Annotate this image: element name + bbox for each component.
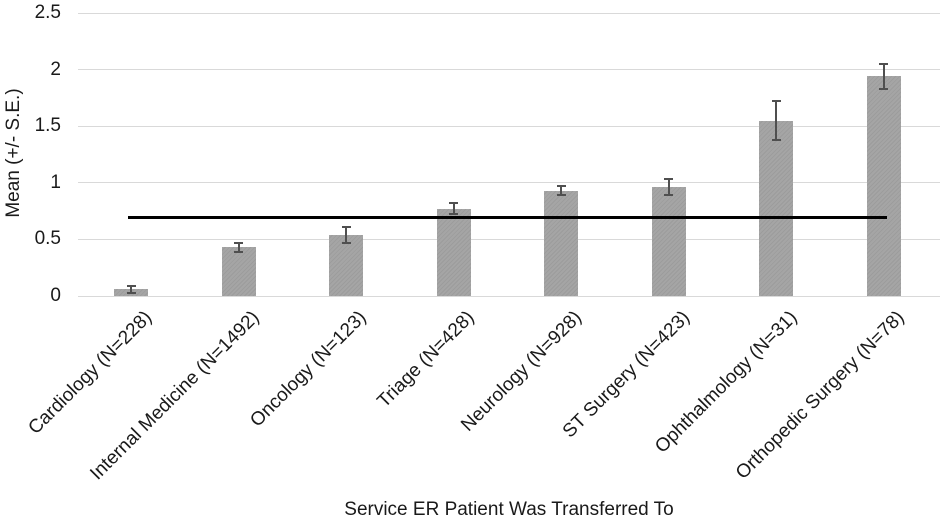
y-tick-label: 2.5 xyxy=(34,2,61,23)
x-axis-title: Service ER Patient Was Transferred To xyxy=(344,499,674,520)
error-bar-cap-bottom xyxy=(341,241,351,244)
error-bar xyxy=(237,242,240,252)
y-tick-label: 2 xyxy=(50,58,61,80)
error-bar-cap-top xyxy=(341,225,351,228)
bar xyxy=(866,76,901,296)
bar xyxy=(759,120,794,296)
bar xyxy=(544,190,579,296)
error-bar xyxy=(345,226,348,243)
y-tick-label: 1.5 xyxy=(34,115,61,137)
gridline xyxy=(78,69,940,71)
error-bar-cap-top xyxy=(556,185,566,188)
bar xyxy=(329,234,364,296)
x-axis-line xyxy=(78,295,940,297)
error-bar xyxy=(882,63,885,89)
error-bar-cap-bottom xyxy=(879,87,889,90)
y-tick-label: 0.5 xyxy=(34,228,61,250)
error-bar-cap-bottom xyxy=(449,213,459,216)
error-bar-cap-top xyxy=(771,100,781,103)
bar xyxy=(651,187,686,296)
error-bar-cap-top xyxy=(234,241,244,244)
gridline xyxy=(78,182,940,184)
error-bar xyxy=(560,186,563,196)
error-bar-cap-bottom xyxy=(664,194,674,197)
gridline xyxy=(78,125,940,127)
error-bar-cap-bottom xyxy=(126,291,136,294)
reference-line xyxy=(128,216,887,220)
y-tick-label: 1 xyxy=(50,171,61,193)
y-tick-label: 0 xyxy=(50,285,61,306)
error-bar-cap-top xyxy=(126,284,136,287)
error-bar xyxy=(775,101,778,140)
error-bar xyxy=(452,203,455,215)
y-axis-title: Mean (+/- S.E.) xyxy=(3,88,24,218)
gridline xyxy=(78,12,940,14)
error-bar xyxy=(667,179,670,196)
error-bar-cap-bottom xyxy=(771,138,781,141)
error-bar-cap-bottom xyxy=(556,194,566,197)
error-bar-cap-top xyxy=(879,62,889,65)
gridline xyxy=(78,238,940,240)
category-label: Triage (N=428) xyxy=(373,307,479,413)
error-bar xyxy=(130,285,132,293)
category-label: Neurology (N=928) xyxy=(457,307,587,436)
error-bar-cap-bottom xyxy=(234,250,244,253)
category-label: Oncology (N=123) xyxy=(246,307,371,432)
error-bar-cap-top xyxy=(664,178,674,181)
bar xyxy=(221,247,256,296)
bar xyxy=(436,208,471,296)
error-bar-cap-top xyxy=(449,202,459,205)
